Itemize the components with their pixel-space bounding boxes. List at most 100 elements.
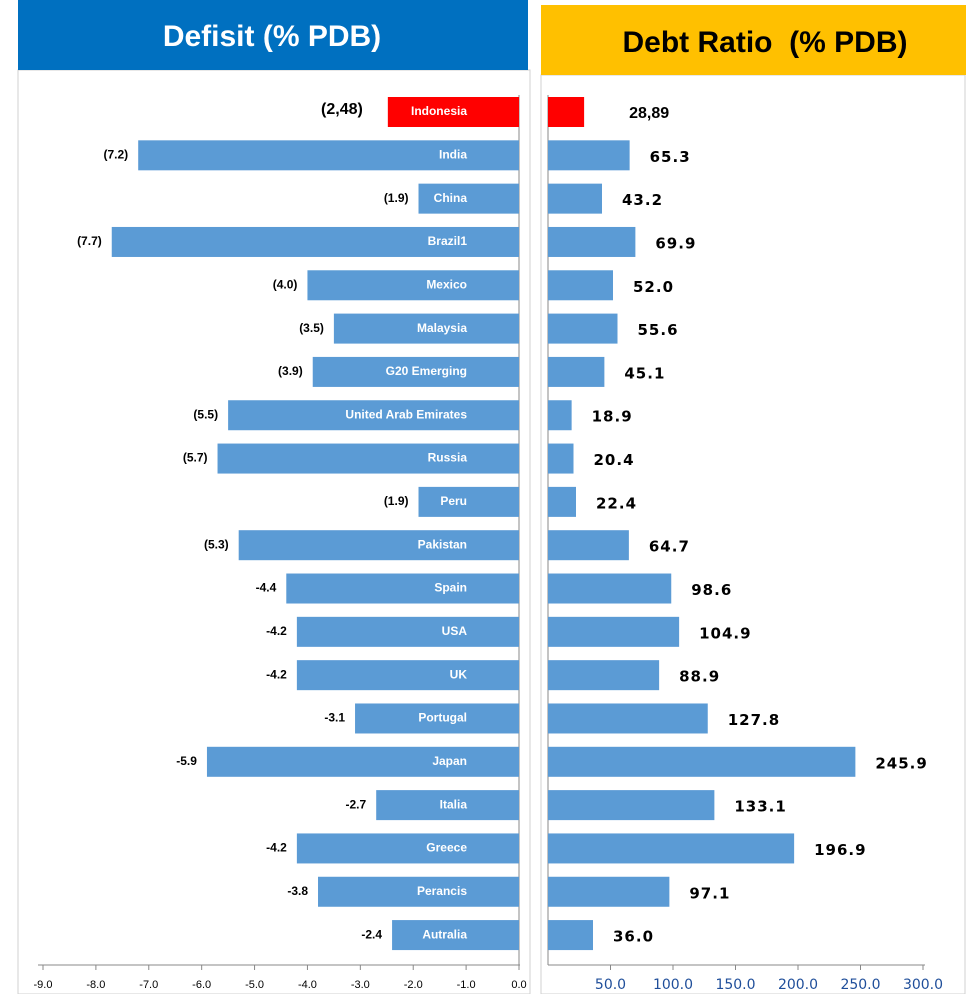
value-label: 36.0 — [613, 928, 654, 946]
bar — [376, 790, 519, 821]
bar — [296, 660, 519, 691]
bar — [548, 140, 630, 171]
value-label: -5.9 — [176, 754, 197, 768]
bar — [286, 573, 519, 604]
bar — [387, 97, 519, 127]
value-label: -4.2 — [266, 667, 287, 681]
value-label: -4.2 — [266, 841, 287, 855]
value-label: (2,48) — [321, 101, 363, 118]
value-label: 28,89 — [629, 105, 669, 122]
category-label: Perancis — [417, 884, 467, 898]
value-label: 69.9 — [655, 234, 696, 252]
x-tick-label: -3.0 — [351, 979, 370, 991]
value-label: 196.9 — [814, 841, 866, 859]
value-label: 245.9 — [875, 754, 927, 772]
bar — [296, 616, 519, 647]
bar — [548, 226, 636, 257]
value-label: 43.2 — [622, 191, 663, 209]
value-label: 65.3 — [650, 148, 691, 166]
bar — [548, 313, 618, 344]
category-label: Brazil1 — [428, 234, 468, 248]
category-label: Japan — [432, 754, 467, 768]
value-label: -2.7 — [346, 797, 367, 811]
bar — [418, 183, 519, 214]
x-tick-label: 200.0 — [778, 977, 818, 993]
bar — [548, 97, 585, 127]
category-label: India — [439, 147, 467, 161]
category-label: G20 Emerging — [386, 364, 467, 378]
left-title: Defisit (% PDB) — [163, 20, 381, 53]
value-label: 18.9 — [592, 408, 633, 426]
bar — [548, 790, 715, 821]
bar — [548, 660, 660, 691]
value-label: (7.7) — [77, 234, 102, 248]
x-tick-label: 50.0 — [595, 977, 626, 993]
value-label: -4.4 — [256, 581, 277, 595]
value-label: 55.6 — [638, 321, 679, 339]
bar — [228, 400, 519, 431]
value-label: 64.7 — [649, 538, 690, 556]
category-label: Malaysia — [417, 321, 467, 335]
bar — [392, 920, 519, 951]
value-label: 22.4 — [596, 494, 637, 512]
value-label: -2.4 — [361, 927, 382, 941]
bar — [238, 530, 519, 561]
category-label: Pakistan — [418, 537, 467, 551]
value-label: 98.6 — [691, 581, 732, 599]
category-label: USA — [442, 624, 468, 638]
bar — [548, 746, 856, 777]
value-label: (5.5) — [193, 407, 218, 421]
bar — [548, 530, 629, 561]
bar — [548, 616, 680, 647]
value-label: 97.1 — [689, 884, 730, 902]
value-label: 127.8 — [728, 711, 780, 729]
bar — [548, 270, 613, 301]
bar — [296, 833, 519, 864]
right-header — [541, 5, 966, 75]
category-label: Peru — [440, 494, 467, 508]
value-label: -3.1 — [324, 711, 345, 725]
value-label: 104.9 — [699, 624, 751, 642]
x-tick-label: -6.0 — [192, 979, 211, 991]
value-label: (1.9) — [384, 191, 409, 205]
right-title: Debt Ratio (% PDB) — [623, 26, 908, 59]
x-tick-label: -1.0 — [457, 979, 476, 991]
category-label: China — [434, 191, 468, 205]
value-label: (1.9) — [384, 494, 409, 508]
category-label: Mexico — [426, 277, 467, 291]
value-label: -4.2 — [266, 624, 287, 638]
value-label: (4.0) — [273, 277, 298, 291]
category-label: UK — [450, 667, 468, 681]
x-tick-label: 250.0 — [840, 977, 880, 993]
bar — [318, 876, 519, 907]
value-label: 20.4 — [594, 451, 635, 469]
bar — [206, 746, 519, 777]
x-tick-label: 150.0 — [715, 977, 755, 993]
x-tick-label: 100.0 — [653, 977, 693, 993]
bar — [138, 140, 519, 171]
value-label: 52.0 — [633, 278, 674, 296]
value-label: (7.2) — [104, 147, 129, 161]
x-tick-label: -5.0 — [245, 979, 264, 991]
x-tick-label: -4.0 — [298, 979, 317, 991]
bar — [217, 443, 520, 474]
bar — [111, 226, 519, 257]
category-label: Spain — [434, 581, 467, 595]
value-label: 45.1 — [624, 364, 665, 382]
value-label: -3.8 — [287, 884, 308, 898]
bar — [548, 876, 670, 907]
x-tick-label: 0.0 — [511, 979, 526, 991]
bar — [312, 356, 519, 387]
category-label: Portugal — [418, 711, 467, 725]
bar — [548, 920, 593, 951]
category-label: Autralia — [422, 927, 467, 941]
bar — [355, 703, 519, 734]
x-tick-label: -8.0 — [86, 979, 105, 991]
x-tick-label: -2.0 — [404, 979, 423, 991]
bar — [548, 486, 576, 517]
category-label: Italia — [440, 797, 468, 811]
x-tick-label: -7.0 — [139, 979, 158, 991]
bar — [548, 443, 574, 474]
value-label: (5.3) — [204, 537, 229, 551]
